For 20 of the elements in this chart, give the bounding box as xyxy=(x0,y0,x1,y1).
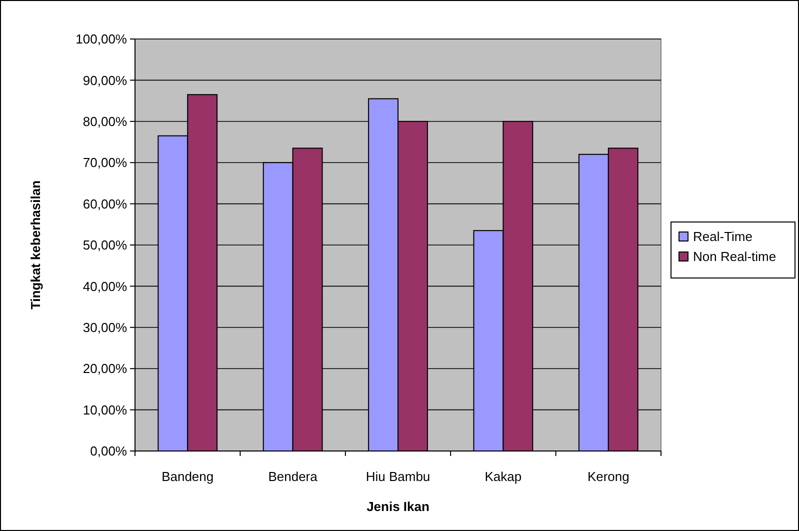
legend-label: Real-Time xyxy=(693,229,752,244)
y-tick-label: 70,00% xyxy=(82,155,128,170)
y-tick-label: 0,00% xyxy=(90,444,128,459)
legend-label: Non Real-time xyxy=(693,249,776,264)
y-tick-label: 60,00% xyxy=(82,196,128,212)
x-axis-title: Jenis Ikan xyxy=(366,499,430,514)
y-tick-label: 20,00% xyxy=(82,361,128,376)
y-axis-title: Tingkat keberhasilan xyxy=(28,180,43,310)
y-tick-label: 40,00% xyxy=(82,278,128,294)
x-tick-label: Hiu Bambu xyxy=(366,469,430,484)
y-tick-label: 100,00% xyxy=(76,32,128,47)
y-tick-label: 10,00% xyxy=(82,402,128,418)
y-tick-label: 50,00% xyxy=(82,238,128,253)
y-tick-label: 30,00% xyxy=(82,320,128,335)
x-tick-label: Bendera xyxy=(268,469,318,484)
x-tick-label: Kerong xyxy=(587,469,630,484)
x-tick-label: Bandeng xyxy=(162,469,214,484)
x-tick-label: Kakap xyxy=(484,469,522,484)
y-tick-label: 80,00% xyxy=(82,114,128,129)
y-tick-label: 90,00% xyxy=(82,72,128,88)
